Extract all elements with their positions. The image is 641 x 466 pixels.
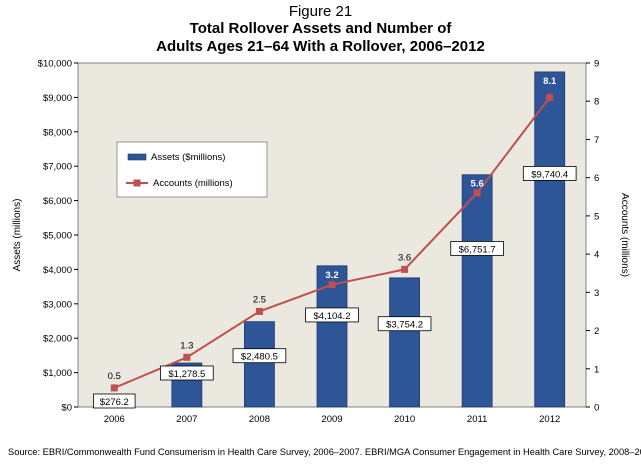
accounts-data-label: 0.5 — [108, 371, 121, 382]
left-axis-tick-label: $4,000 — [43, 265, 72, 276]
legend-swatch-assets — [127, 153, 147, 161]
x-axis-tick-label: 2008 — [249, 414, 270, 425]
point-accounts — [328, 281, 336, 289]
right-axis-tick-label: 4 — [594, 250, 599, 261]
assets-data-label-box — [377, 316, 432, 332]
assets-data-label: $276.2 — [100, 397, 129, 408]
bar-assets — [534, 71, 566, 408]
accounts-data-label: 8.1 — [543, 76, 557, 87]
point-accounts — [473, 189, 481, 197]
chart-title-line-2: Adults Ages 21–64 With a Rollover, 2006–… — [156, 38, 485, 55]
right-axis-tick-label: 0 — [594, 403, 599, 414]
accounts-data-label: 1.3 — [180, 340, 193, 351]
assets-data-label-box — [450, 241, 504, 256]
left-axis-tick-label: $0 — [61, 403, 72, 414]
assets-data-label: $3,754.2 — [386, 320, 423, 331]
right-axis-tick-label: 8 — [594, 97, 599, 108]
assets-data-label: $4,104.2 — [314, 311, 351, 322]
assets-data-label-box — [305, 307, 359, 323]
assets-data-label: $9,740.4 — [531, 169, 568, 180]
accounts-data-label: 3.6 — [398, 252, 411, 263]
chart-title: Total Rollover Assets and Number of Adul… — [0, 20, 641, 56]
assets-data-label-box — [160, 365, 214, 381]
left-axis-title: Assets (millions) — [12, 199, 23, 272]
assets-data-label: $2,480.5 — [241, 352, 278, 363]
left-axis-tick-label: $7,000 — [43, 162, 72, 173]
legend-box — [116, 141, 268, 198]
accounts-data-label: 3.2 — [325, 270, 338, 281]
point-accounts — [255, 307, 263, 315]
x-axis-tick-label: 2010 — [394, 414, 415, 425]
right-axis-tick-label: 9 — [594, 59, 599, 70]
point-accounts — [546, 93, 554, 101]
left-axis-tick-label: $1,000 — [43, 368, 72, 379]
assets-data-label-box — [232, 348, 287, 364]
left-axis-tick-label: $8,000 — [43, 127, 72, 138]
point-accounts — [401, 265, 409, 273]
right-axis-tick-label: 6 — [594, 173, 599, 184]
legend-label-assets: Assets ($millions) — [151, 152, 225, 163]
figure-label: Figure 21 — [288, 3, 353, 20]
right-axis-title: Accounts (millions) — [619, 193, 630, 277]
x-axis-tick-label: 2007 — [176, 414, 197, 425]
bar-assets — [461, 174, 493, 408]
left-axis-tick-label: $2,000 — [43, 334, 72, 345]
source-note: Source: EBRI/Commonwealth Fund Consumeri… — [8, 447, 641, 457]
x-axis-tick-label: 2011 — [467, 414, 487, 425]
chart-title-line-1: Total Rollover Assets and Number of — [189, 20, 452, 37]
left-axis-tick-label: $5,000 — [43, 231, 72, 242]
accounts-data-label: 5.6 — [471, 179, 484, 190]
bar-assets — [244, 321, 275, 408]
accounts-data-label: 2.5 — [253, 294, 266, 305]
legend-label-accounts: Accounts (millions) — [153, 178, 233, 189]
x-axis-tick-label: 2012 — [539, 414, 560, 425]
assets-data-label: $6,751.7 — [459, 244, 496, 255]
bar-assets — [389, 277, 420, 408]
x-axis-tick-label: 2006 — [104, 414, 125, 425]
legend-marker-accounts — [133, 179, 141, 187]
right-axis-tick-label: 2 — [594, 326, 599, 337]
left-axis-tick-label: $6,000 — [43, 196, 72, 207]
right-axis-tick-label: 1 — [594, 364, 599, 375]
right-axis-tick-label: 3 — [594, 288, 599, 299]
right-axis-tick-label: 5 — [594, 211, 599, 222]
point-accounts — [110, 384, 118, 392]
left-axis-tick-label: $10,000 — [38, 59, 72, 70]
right-axis-tick-label: 7 — [594, 135, 599, 146]
assets-data-label-box — [522, 165, 577, 181]
assets-data-label: $1,278.5 — [168, 369, 205, 380]
point-accounts — [183, 353, 191, 361]
assets-data-label-box — [93, 393, 136, 409]
left-axis-tick-label: $9,000 — [43, 93, 72, 104]
x-axis-tick-label: 2009 — [321, 414, 342, 425]
left-axis-tick-label: $3,000 — [43, 299, 72, 310]
